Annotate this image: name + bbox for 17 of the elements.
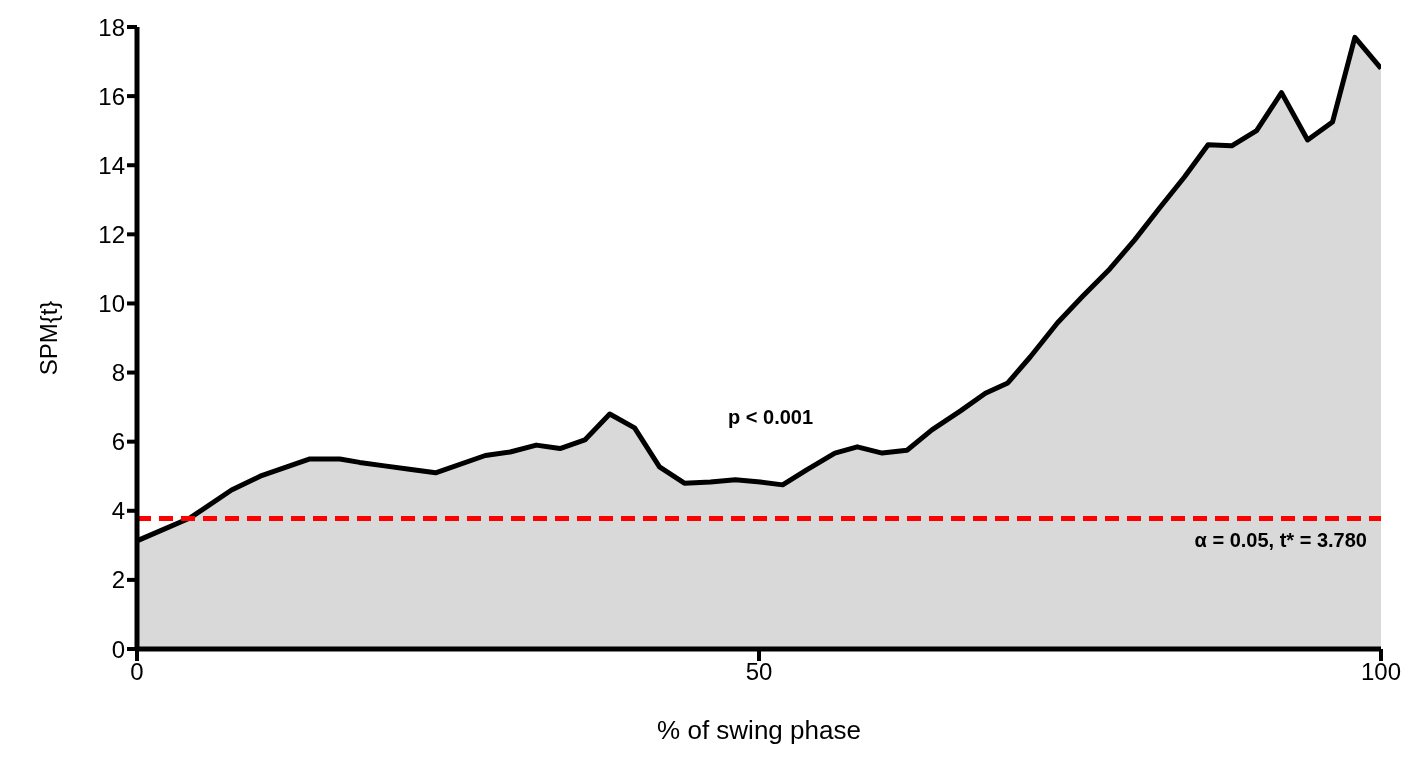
y-tick-label: 4 (111, 497, 125, 525)
x-tick-label: 0 (130, 658, 144, 686)
x-tick-label: 100 (1360, 658, 1402, 686)
ref-line-label: α = 0.05, t* = 3.780 (1194, 528, 1367, 551)
y-axis-title: SPM{t} (34, 300, 62, 376)
y-tick-label: 0 (111, 635, 125, 663)
y-tick-label: 8 (111, 359, 125, 387)
y-tick-label: 6 (111, 428, 125, 456)
y-tick-label: 2 (111, 566, 125, 594)
y-tick-label: 12 (98, 220, 125, 248)
annotation: p < 0.001 (728, 406, 814, 429)
x-tick-label: 50 (745, 658, 773, 686)
x-axis-title: % of swing phase (657, 715, 861, 745)
y-tick-label: 14 (98, 151, 125, 179)
y-tick-label: 16 (98, 82, 125, 110)
y-tick-label: 18 (98, 13, 125, 41)
y-tick-label: 10 (98, 289, 125, 317)
